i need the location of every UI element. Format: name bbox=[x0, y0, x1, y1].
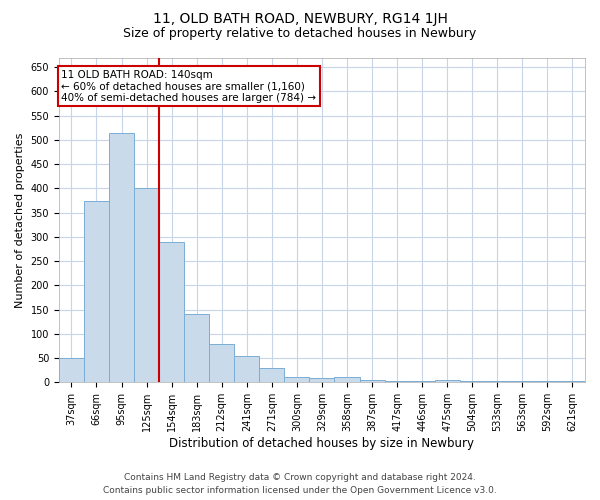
Bar bbox=[410, 381, 434, 382]
Bar bbox=[310, 378, 334, 382]
Bar bbox=[359, 380, 385, 382]
X-axis label: Distribution of detached houses by size in Newbury: Distribution of detached houses by size … bbox=[169, 437, 475, 450]
Bar bbox=[159, 242, 184, 382]
Bar bbox=[59, 358, 84, 382]
Bar bbox=[259, 368, 284, 382]
Text: Size of property relative to detached houses in Newbury: Size of property relative to detached ho… bbox=[124, 28, 476, 40]
Text: 11, OLD BATH ROAD, NEWBURY, RG14 1JH: 11, OLD BATH ROAD, NEWBURY, RG14 1JH bbox=[152, 12, 448, 26]
Bar bbox=[385, 381, 410, 382]
Bar bbox=[434, 380, 460, 382]
Y-axis label: Number of detached properties: Number of detached properties bbox=[15, 132, 25, 308]
Bar bbox=[334, 376, 359, 382]
Text: Contains HM Land Registry data © Crown copyright and database right 2024.
Contai: Contains HM Land Registry data © Crown c… bbox=[103, 474, 497, 495]
Bar bbox=[209, 344, 234, 382]
Bar bbox=[234, 356, 259, 382]
Text: 11 OLD BATH ROAD: 140sqm
← 60% of detached houses are smaller (1,160)
40% of sem: 11 OLD BATH ROAD: 140sqm ← 60% of detach… bbox=[61, 70, 316, 103]
Bar bbox=[109, 132, 134, 382]
Bar bbox=[134, 188, 159, 382]
Bar bbox=[284, 378, 310, 382]
Bar bbox=[184, 314, 209, 382]
Bar bbox=[84, 200, 109, 382]
Bar bbox=[460, 381, 485, 382]
